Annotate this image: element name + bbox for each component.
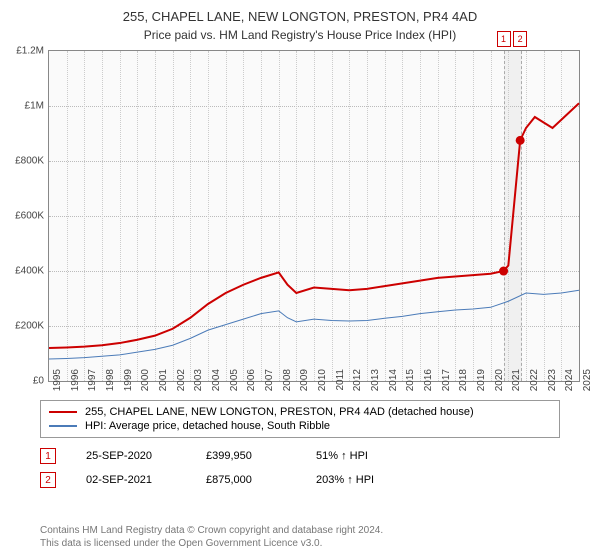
annotation-hpi-delta: 51% ↑ HPI [316, 450, 368, 462]
series-line [49, 290, 579, 359]
legend-swatch [49, 411, 77, 413]
y-axis-label: £400K [4, 266, 44, 277]
price-marker-dot [516, 136, 525, 145]
legend-item: 255, CHAPEL LANE, NEW LONGTON, PRESTON, … [49, 405, 551, 419]
legend-swatch [49, 425, 77, 427]
series-line [49, 103, 579, 348]
price-marker-dot [499, 267, 508, 276]
footer-line-1: Contains HM Land Registry data © Crown c… [40, 524, 383, 537]
y-axis-label: £0 [4, 376, 44, 387]
x-axis-label: 2025 [582, 369, 593, 399]
y-axis-label: £600K [4, 211, 44, 222]
annotation-number: 1 [40, 448, 56, 464]
chart-plot-area: £0£200K£400K£600K£800K£1M£1.2M1995199619… [48, 50, 580, 382]
price-marker-label: 2 [513, 31, 527, 47]
footer-line-2: This data is licensed under the Open Gov… [40, 537, 383, 550]
y-axis-label: £200K [4, 321, 44, 332]
annotation-hpi-delta: 203% ↑ HPI [316, 474, 374, 486]
legend-label: HPI: Average price, detached house, Sout… [85, 420, 330, 432]
legend-label: 255, CHAPEL LANE, NEW LONGTON, PRESTON, … [85, 406, 474, 418]
y-axis-label: £800K [4, 156, 44, 167]
legend: 255, CHAPEL LANE, NEW LONGTON, PRESTON, … [40, 400, 560, 438]
annotation-date: 02-SEP-2021 [86, 474, 176, 486]
price-annotation-row: 1 25-SEP-2020 £399,950 51% ↑ HPI [40, 448, 368, 464]
price-annotation-row: 2 02-SEP-2021 £875,000 203% ↑ HPI [40, 472, 374, 488]
annotation-date: 25-SEP-2020 [86, 450, 176, 462]
legend-item: HPI: Average price, detached house, Sout… [49, 419, 551, 433]
y-axis-label: £1M [4, 101, 44, 112]
annotation-price: £399,950 [206, 450, 286, 462]
chart-title: 255, CHAPEL LANE, NEW LONGTON, PRESTON, … [0, 0, 600, 26]
price-marker-label: 1 [497, 31, 511, 47]
annotation-number: 2 [40, 472, 56, 488]
y-axis-label: £1.2M [4, 46, 44, 57]
footer-attribution: Contains HM Land Registry data © Crown c… [40, 524, 383, 550]
annotation-price: £875,000 [206, 474, 286, 486]
